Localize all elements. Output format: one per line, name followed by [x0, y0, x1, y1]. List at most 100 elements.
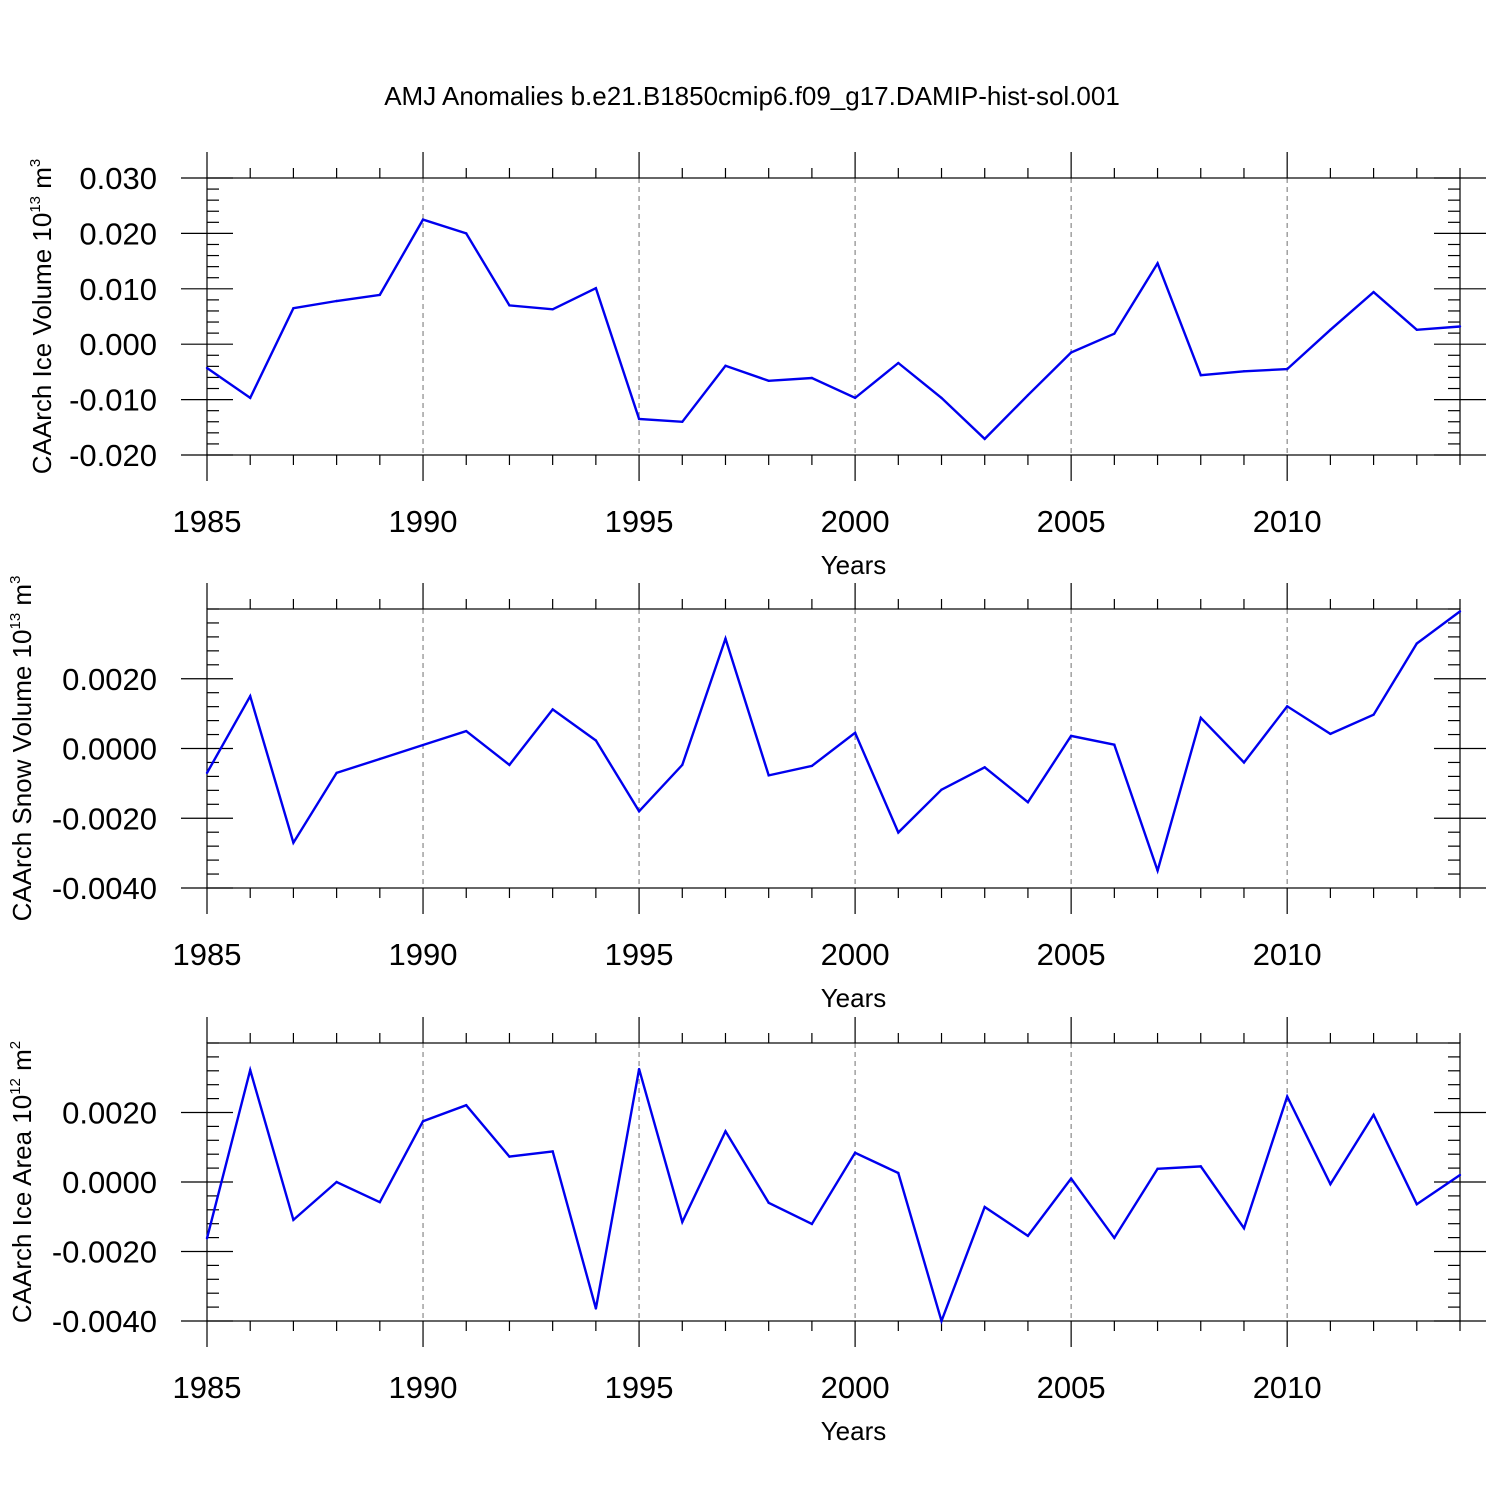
data-point — [1026, 1234, 1030, 1238]
data-point — [1026, 393, 1030, 397]
y-tick-label: 0.0000 — [62, 732, 157, 767]
data-point — [1156, 869, 1159, 872]
data-point — [897, 1171, 900, 1175]
y-axis-label-unit-exponent: 3 — [7, 576, 24, 584]
data-point — [853, 731, 857, 735]
data-point — [940, 396, 943, 400]
data-point — [1285, 367, 1289, 371]
data-point — [1069, 734, 1073, 738]
data-point — [1026, 801, 1030, 804]
x-tick-label: 2000 — [821, 504, 890, 539]
data-point — [378, 1200, 382, 1204]
plot-frame — [206, 177, 1461, 456]
y-axis-label-exponent: 12 — [7, 1078, 24, 1095]
data-point — [1372, 713, 1375, 716]
data-point — [508, 304, 511, 307]
data-point — [897, 831, 900, 834]
data-point — [767, 379, 770, 382]
data-point — [1415, 328, 1418, 331]
x-tick-label: 1985 — [173, 504, 242, 539]
y-axis-label-unit-exponent: 3 — [27, 159, 44, 167]
data-point — [421, 218, 425, 221]
data-point — [249, 1068, 252, 1072]
y-tick-label: 0.000 — [79, 327, 157, 362]
data-point — [1458, 610, 1462, 613]
series-line — [205, 610, 1461, 875]
y-tick-label: 0.010 — [79, 272, 157, 307]
x-tick-label: 1995 — [605, 504, 674, 539]
data-point — [637, 417, 641, 421]
data-point — [249, 396, 252, 400]
y-axis-label-exponent: 13 — [7, 613, 24, 630]
data-point — [1069, 351, 1073, 354]
x-tick-label: 2000 — [821, 937, 890, 972]
data-point — [1329, 328, 1332, 331]
data-point — [767, 774, 770, 777]
x-tick-label: 1985 — [173, 937, 242, 972]
data-point — [940, 1319, 943, 1323]
data-point — [1242, 370, 1246, 373]
data-point — [1458, 325, 1462, 328]
plot-frame — [206, 1042, 1461, 1322]
x-tick-label: 1990 — [389, 1370, 458, 1405]
x-tick-label: 2010 — [1253, 504, 1322, 539]
x-axis-label: Years — [821, 1416, 887, 1446]
data-point — [205, 771, 209, 775]
data-point — [1156, 262, 1159, 265]
y-tick-label: 0.0000 — [62, 1165, 157, 1200]
y-tick-label: -0.010 — [69, 383, 157, 418]
data-point — [724, 1130, 727, 1133]
data-point — [1113, 332, 1116, 335]
panel-ice-area: 1985 1990 1995 2000 2005 2010 -0.0040 -0.0020 0.… — [7, 1017, 1486, 1446]
x-tick-label: 2005 — [1037, 504, 1106, 539]
y-tick-label: 0.030 — [79, 161, 157, 196]
x-tick-label: 1995 — [605, 937, 674, 972]
data-point — [1242, 761, 1246, 764]
y-axis-label: CAArch Ice Area 1012 m2 — [7, 1041, 37, 1323]
data-point — [1113, 743, 1116, 746]
y-axis-label-unit-exponent: 2 — [7, 1041, 24, 1049]
data-point — [335, 1180, 338, 1184]
y-tick-label: -0.020 — [69, 438, 157, 473]
x-tick-label: 2000 — [821, 1370, 890, 1405]
y-axis-label-exponent: 13 — [27, 196, 44, 213]
data-point — [1415, 1203, 1418, 1206]
data-point — [637, 810, 641, 813]
data-point — [465, 232, 468, 235]
data-point — [292, 841, 295, 844]
y-axis-label-unit: m — [7, 1049, 37, 1078]
data-point — [1458, 1173, 1462, 1177]
data-point — [853, 1151, 857, 1155]
panel-snow-volume: 1985 1990 1995 2000 2005 2010 -0.0040 -0.0020 0.… — [7, 576, 1486, 1013]
data-point — [940, 788, 943, 791]
data-point — [594, 1307, 598, 1310]
y-axis-label: CAArch Ice Volume 1013 m3 — [27, 159, 57, 475]
data-point — [594, 739, 598, 742]
data-point — [551, 308, 554, 311]
data-point — [1329, 732, 1332, 736]
data-point — [1415, 642, 1418, 645]
series-line — [206, 218, 1461, 441]
data-point — [594, 287, 598, 290]
data-point — [810, 1222, 814, 1226]
y-axis-label-unit: m — [27, 167, 57, 196]
data-point — [292, 306, 295, 310]
data-point — [508, 763, 511, 767]
data-point — [421, 743, 425, 747]
y-axis-label-unit: m — [7, 584, 37, 613]
data-point — [897, 361, 900, 365]
x-tick-label: 1985 — [173, 1370, 242, 1405]
data-point — [1372, 290, 1375, 294]
data-point — [983, 766, 986, 769]
x-tick-label: 1990 — [389, 937, 458, 972]
data-point — [249, 694, 252, 698]
x-tick-label: 2010 — [1253, 937, 1322, 972]
y-tick-label: -0.0040 — [52, 1304, 157, 1339]
data-point — [637, 1067, 641, 1071]
y-tick-label: -0.0040 — [52, 871, 157, 906]
y-tick-label: -0.0020 — [52, 1235, 157, 1270]
data-point — [1199, 1165, 1202, 1168]
data-point — [724, 637, 727, 640]
data-point — [810, 376, 814, 380]
data-point — [1329, 1182, 1332, 1186]
